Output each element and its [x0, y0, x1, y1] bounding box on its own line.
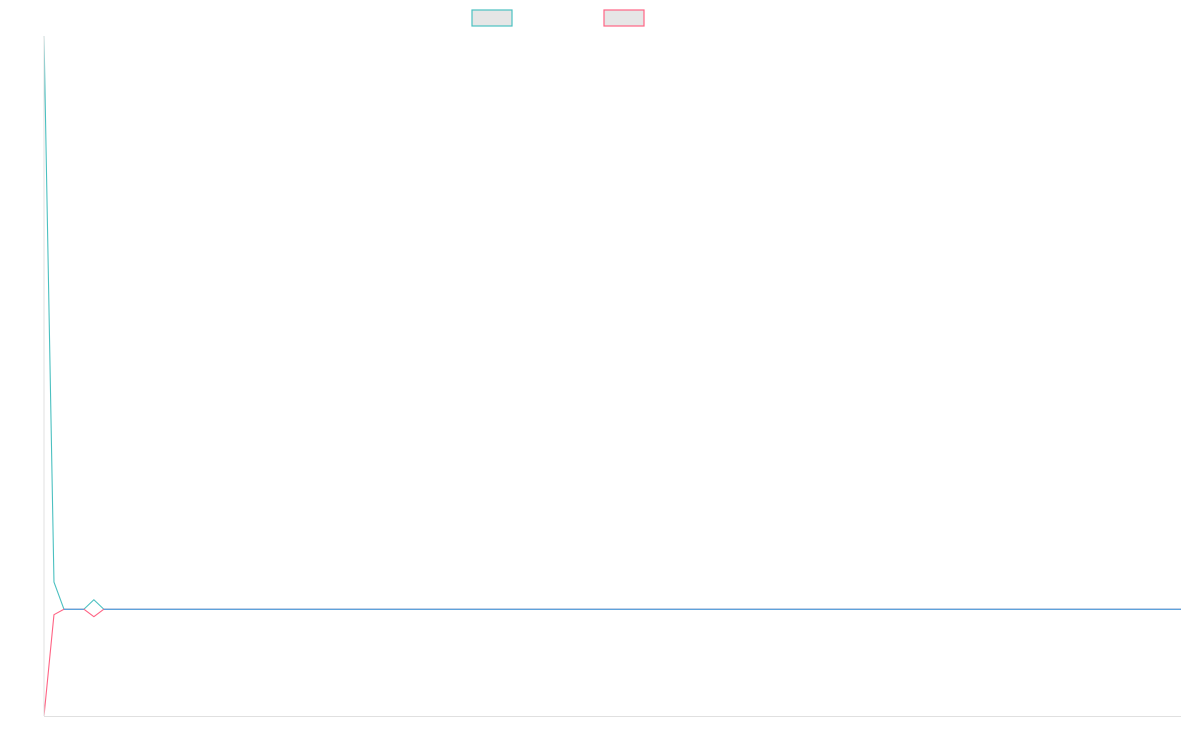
- series-layer: [43, 35, 1181, 717]
- series-line-2: [43, 608, 1181, 717]
- legend-swatch-1[interactable]: [471, 9, 513, 27]
- legend-swatch-2[interactable]: [603, 9, 645, 27]
- series-line-1: [43, 35, 1181, 610]
- chart-legend[interactable]: [471, 9, 645, 27]
